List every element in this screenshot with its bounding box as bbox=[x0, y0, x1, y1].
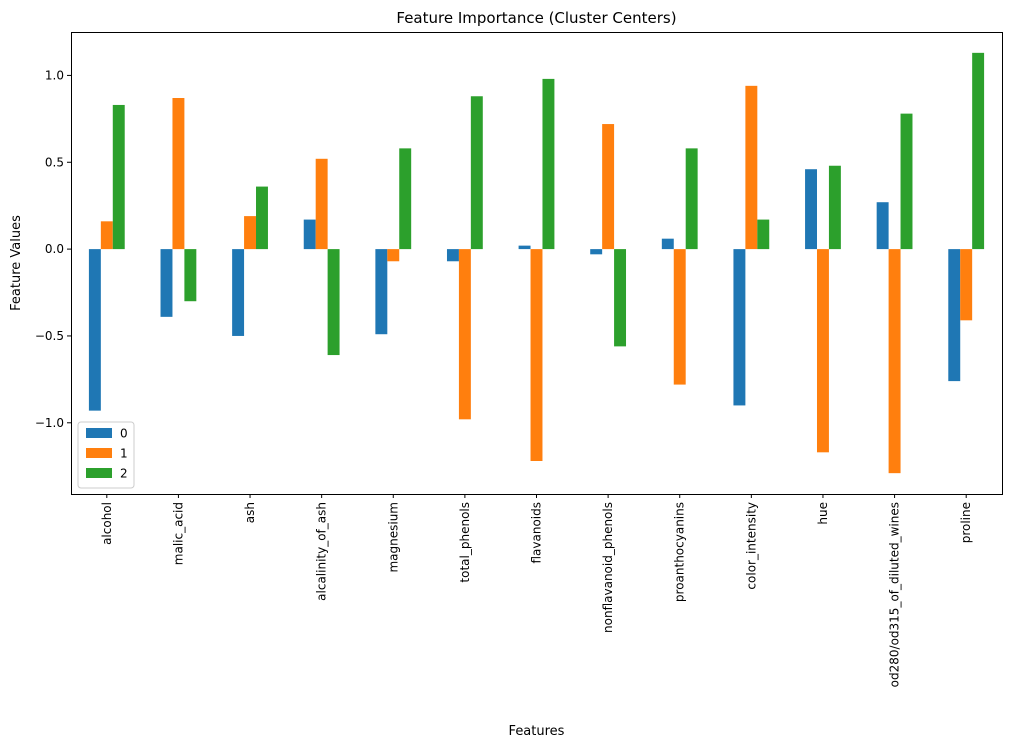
bar-series-0-ash bbox=[232, 249, 245, 336]
x-tick-label: hue bbox=[816, 502, 830, 525]
bar-series-0-proanthocyanins bbox=[661, 238, 674, 250]
legend-swatch-0 bbox=[86, 428, 112, 438]
bar-series-2-total_phenols bbox=[470, 96, 483, 250]
bar-series-2-od280/od315_of_diluted_wines bbox=[900, 113, 913, 250]
bar-series-2-alcohol bbox=[112, 104, 125, 250]
bar-series-0-magnesium bbox=[375, 249, 388, 335]
x-tick-label: flavanoids bbox=[530, 502, 544, 564]
bar-series-1-alcalinity_of_ash bbox=[315, 158, 328, 250]
legend: 0 1 2 bbox=[77, 421, 135, 489]
bar-series-2-proanthocyanins bbox=[685, 148, 698, 250]
x-tick-label: total_phenols bbox=[458, 502, 472, 583]
y-tick-label: 0.0 bbox=[45, 242, 64, 256]
bar-series-1-proline bbox=[960, 249, 973, 321]
bar-series-1-nonflavanoid_phenols bbox=[602, 124, 615, 250]
bar-series-2-nonflavanoid_phenols bbox=[614, 249, 627, 347]
bar-series-0-nonflavanoid_phenols bbox=[590, 249, 603, 255]
ticks-layer: −1.0 −0.5 0.0 0.5 1.0 alcohol malic_acid ash alc… bbox=[35, 68, 973, 687]
bar-series-2-hue bbox=[828, 165, 841, 250]
y-tick-label: −0.5 bbox=[35, 329, 64, 343]
x-tick-label: od280/od315_of_diluted_wines bbox=[888, 502, 902, 687]
bar-series-1-magnesium bbox=[387, 249, 400, 262]
bar-series-1-proanthocyanins bbox=[673, 249, 686, 385]
bar-series-1-flavanoids bbox=[530, 249, 543, 461]
bar-series-2-color_intensity bbox=[757, 219, 770, 250]
bar-series-2-proline bbox=[972, 52, 985, 250]
bar-series-1-malic_acid bbox=[172, 98, 185, 250]
y-tick-label: −1.0 bbox=[35, 416, 64, 430]
x-tick-label: alcohol bbox=[100, 502, 114, 545]
legend-label-2: 2 bbox=[120, 467, 128, 481]
bar-series-0-total_phenols bbox=[446, 249, 459, 262]
x-tick-label: proanthocyanins bbox=[673, 502, 687, 602]
x-tick-label: malic_acid bbox=[171, 502, 185, 565]
x-tick-label: nonflavanoid_phenols bbox=[601, 502, 615, 633]
x-tick-label: magnesium bbox=[386, 502, 400, 573]
bar-series-0-hue bbox=[805, 169, 817, 250]
bar-series-2-magnesium bbox=[399, 148, 412, 250]
bar-series-0-alcalinity_of_ash bbox=[303, 219, 316, 250]
legend-label-1: 1 bbox=[120, 447, 128, 461]
bar-series-2-flavanoids bbox=[542, 78, 555, 250]
bar-series-2-ash bbox=[256, 186, 268, 250]
bar-series-1-hue bbox=[816, 249, 829, 453]
y-axis-label: Feature Values bbox=[9, 215, 24, 311]
y-tick-label: 0.5 bbox=[45, 155, 64, 169]
chart-title: Feature Importance (Cluster Centers) bbox=[396, 9, 676, 27]
bar-series-0-color_intensity bbox=[733, 249, 746, 406]
bar-series-2-alcalinity_of_ash bbox=[327, 249, 340, 356]
bar-series-1-ash bbox=[244, 216, 257, 250]
bar-series-0-malic_acid bbox=[160, 249, 173, 317]
bar-series-0-proline bbox=[948, 249, 961, 382]
bar-series-0-flavanoids bbox=[518, 245, 531, 250]
legend-swatch-1 bbox=[86, 448, 112, 458]
y-tick-label: 1.0 bbox=[45, 68, 64, 82]
plot-frame bbox=[71, 32, 1003, 495]
bar-series-0-alcohol bbox=[88, 249, 101, 411]
x-tick-label: alcalinity_of_ash bbox=[315, 502, 329, 601]
legend-swatch-2 bbox=[86, 468, 112, 478]
x-tick-label: proline bbox=[959, 502, 973, 543]
x-axis-label: Features bbox=[509, 724, 565, 739]
x-tick-label: ash bbox=[243, 502, 257, 523]
x-tick-label: color_intensity bbox=[744, 502, 758, 590]
bar-series-2-malic_acid bbox=[184, 249, 197, 302]
bar-series-1-color_intensity bbox=[745, 85, 758, 250]
legend-label-0: 0 bbox=[120, 427, 128, 441]
bar-series-1-total_phenols bbox=[458, 249, 471, 420]
bar-series-1-alcohol bbox=[100, 221, 113, 250]
bars-layer bbox=[88, 52, 985, 474]
bar-series-0-od280/od315_of_diluted_wines bbox=[876, 202, 889, 250]
bar-series-1-od280/od315_of_diluted_wines bbox=[888, 249, 901, 474]
